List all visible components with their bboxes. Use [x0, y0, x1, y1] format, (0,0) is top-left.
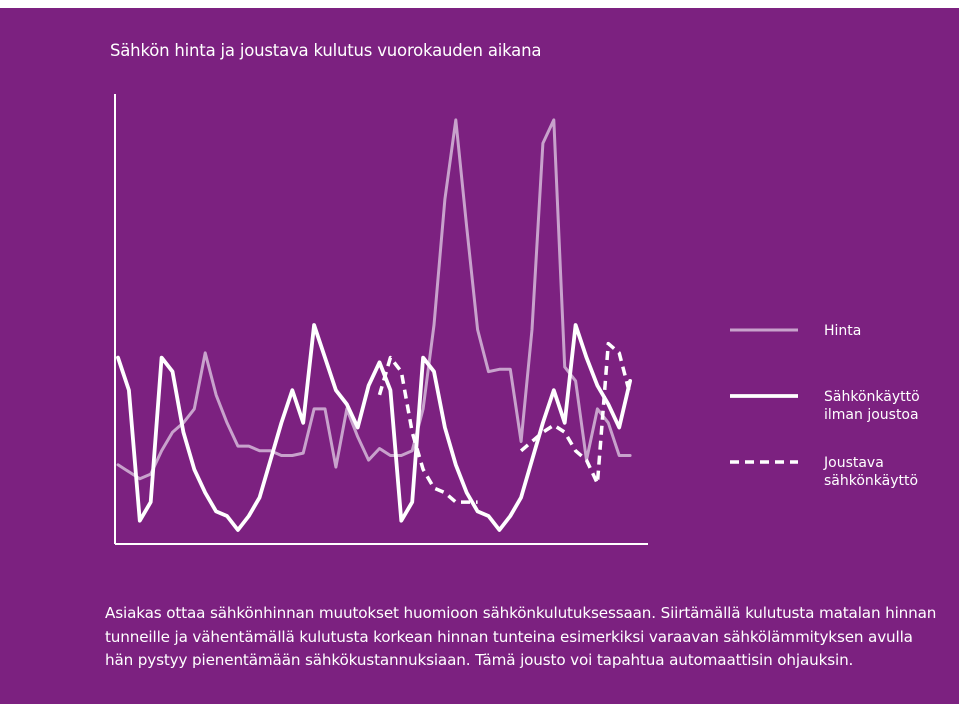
line-chart: 2461218246121824 [114, 94, 798, 545]
legend-label-hinta: Hinta [824, 323, 862, 339]
legend-label-flexible: Joustava sähkönkäyttö [824, 455, 919, 489]
series-line-joustava-s-hk-nk-ytt [519, 341, 632, 486]
series-line-joustava-s-hk-nk-ytt [377, 355, 478, 504]
chart-caption: Asiakas ottaa sähkönhinnan muutokset huo… [105, 604, 937, 669]
series-line-s-hk-nk-ytt-ilman-joustoa [116, 323, 632, 532]
chart-panel: Sähkön hinta ja joustava kulutus vuoroka… [0, 8, 959, 704]
series-line-hinta [116, 118, 632, 481]
chart-title: Sähkön hinta ja joustava kulutus vuoroka… [110, 41, 542, 60]
legend-label-without-flex: Sähkönkäyttö ilman joustoa [824, 389, 920, 423]
